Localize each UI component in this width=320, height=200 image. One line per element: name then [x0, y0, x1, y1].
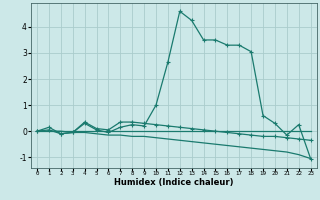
X-axis label: Humidex (Indice chaleur): Humidex (Indice chaleur) [114, 178, 234, 187]
